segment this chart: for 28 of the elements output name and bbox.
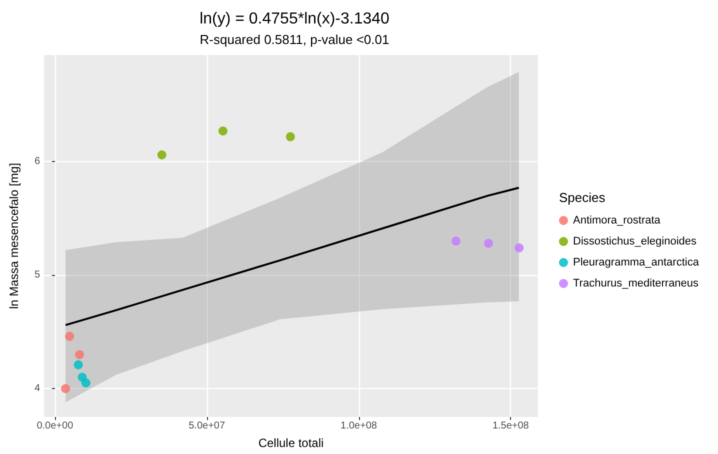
point — [514, 243, 524, 252]
legend-title: Species — [559, 190, 606, 205]
x-tick-label: 5.0e+07 — [188, 420, 226, 432]
point — [218, 126, 228, 136]
point — [157, 150, 166, 160]
point — [81, 378, 90, 388]
point — [74, 360, 83, 370]
legend-label: Antimora_rostrata — [573, 214, 662, 226]
y-tick-label: 4 — [34, 383, 40, 394]
point — [286, 132, 295, 142]
point — [484, 238, 493, 248]
y-tick-label: 5 — [34, 270, 40, 281]
x-tick-label: 0.0e+00 — [36, 420, 74, 432]
y-axis-title: ln Massa mesencefalo [mg] — [7, 162, 21, 310]
legend-label: Trachurus_mediterraneus — [573, 278, 700, 290]
point — [75, 350, 84, 360]
point — [451, 236, 460, 246]
x-tick-label: 1.0e+08 — [340, 420, 378, 432]
line-series — [64, 186, 520, 326]
point — [61, 384, 70, 394]
chart-subtitle: R-squared 0.5811, p-value <0.01 — [200, 32, 390, 47]
y-tick-label: 6 — [34, 156, 40, 168]
x-axis-title: Cellule totali — [258, 436, 324, 450]
point — [65, 332, 74, 341]
x-tick-label: 1.5e+08 — [492, 420, 530, 432]
legend-label: Dissostichus_eleginoides — [573, 236, 698, 248]
chart-title: ln(y) = 0.4755*ln(x)-3.1340 — [200, 10, 390, 28]
legend-label: Pleuragramma_antarctica — [573, 256, 700, 268]
